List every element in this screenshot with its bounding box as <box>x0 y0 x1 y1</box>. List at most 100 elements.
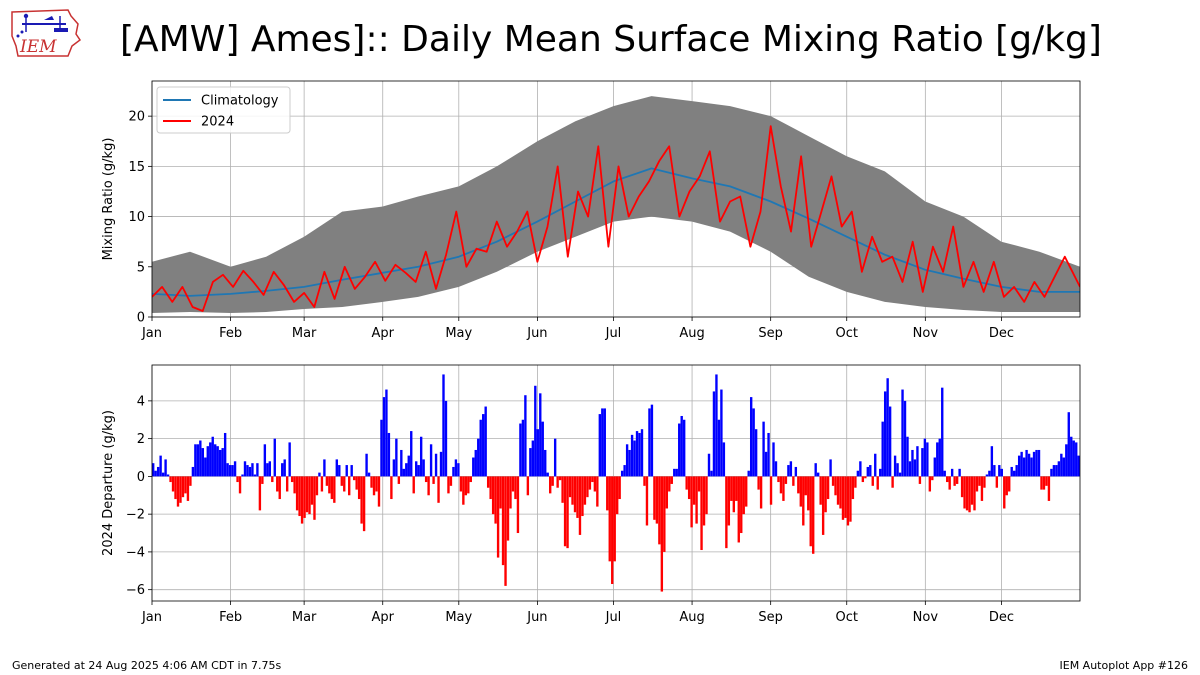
bar-positive <box>367 472 371 477</box>
bar-negative <box>826 476 830 500</box>
bottom-ytick-label: 4 <box>137 394 145 409</box>
bar-negative <box>184 476 187 494</box>
bar-negative <box>186 476 190 501</box>
top-ylabel: Mixing Ratio (g/kg) <box>101 138 116 261</box>
bar-negative <box>305 476 309 513</box>
bar-positive <box>717 419 721 477</box>
bar-positive <box>350 465 353 477</box>
bar-positive <box>196 444 200 477</box>
bar-negative <box>819 476 822 505</box>
bottom-ylabel: 2024 Departure (g/kg) <box>101 410 116 556</box>
bar-positive <box>789 461 793 477</box>
bar-positive <box>911 449 914 477</box>
bar-negative <box>963 476 966 509</box>
bar-negative <box>697 476 701 492</box>
bar-negative <box>613 476 616 562</box>
bar-negative <box>809 476 812 547</box>
bar-negative <box>504 476 507 586</box>
bar-positive <box>628 449 631 477</box>
bar-positive <box>794 466 798 477</box>
bar-positive <box>1060 453 1063 477</box>
bar-positive <box>673 468 676 477</box>
legend-entry: 2024 <box>201 115 234 130</box>
bottom-xtick-label: Nov <box>913 610 939 625</box>
bar-positive <box>787 465 790 477</box>
bar-positive <box>1020 451 1023 477</box>
bar-positive <box>874 453 877 477</box>
bottom-xtick-label: May <box>445 610 472 625</box>
bottom-xtick-label: Mar <box>292 610 317 625</box>
bar-positive <box>365 453 368 477</box>
bar-positive <box>1067 412 1070 477</box>
bar-positive <box>675 468 678 477</box>
bottom-xtick-label: Apr <box>371 610 394 625</box>
bar-negative <box>308 476 311 515</box>
bar-negative <box>169 476 172 483</box>
bar-positive <box>164 459 167 477</box>
bar-negative <box>330 476 334 500</box>
bar-negative <box>496 476 500 558</box>
bar-positive <box>253 474 257 477</box>
bar-positive <box>154 470 157 477</box>
bar-negative <box>591 476 594 483</box>
bar-negative <box>611 476 614 585</box>
bottom-ytick-label: 0 <box>137 470 145 485</box>
bar-negative <box>293 476 296 494</box>
bar-negative <box>695 476 698 524</box>
bar-positive <box>1032 451 1036 477</box>
bottom-xtick-label: Jan <box>141 610 162 625</box>
top-xtick-label: Aug <box>679 326 704 341</box>
bar-positive <box>241 474 244 477</box>
bottom-xtick-label: Dec <box>989 610 1014 625</box>
bar-negative <box>1042 476 1046 490</box>
bar-positive <box>1065 444 1068 477</box>
bar-positive <box>869 465 872 477</box>
bar-negative <box>397 476 401 484</box>
range-band <box>152 96 1080 313</box>
top-xtick-label: Mar <box>292 326 317 341</box>
bar-positive <box>1062 457 1066 477</box>
bar-positive <box>707 453 711 477</box>
bar-positive <box>152 463 155 477</box>
bar-positive <box>1050 468 1053 477</box>
bar-positive <box>263 444 267 477</box>
bar-positive <box>1027 453 1031 477</box>
bar-negative <box>300 476 304 524</box>
bar-positive <box>893 455 897 477</box>
bar-negative <box>581 476 584 517</box>
bar-positive <box>385 389 388 477</box>
bar-negative <box>176 476 180 507</box>
bar-negative <box>973 476 976 511</box>
bar-negative <box>586 476 589 498</box>
bar-negative <box>561 476 564 503</box>
bar-negative <box>348 476 351 496</box>
bar-negative <box>447 476 450 494</box>
bottom-plot-area <box>152 374 1080 592</box>
bottom-axes: Jan Feb Mar Apr May Jun Jul Aug Sep Oct Nov Dec −6 −4… <box>101 364 1081 625</box>
bar-negative <box>665 476 669 509</box>
bar-negative <box>732 476 735 513</box>
bar-negative <box>864 476 867 479</box>
climatology-line <box>152 167 1080 297</box>
bar-positive <box>625 444 629 477</box>
bottom-ytick-label: −6 <box>126 583 145 598</box>
bar-positive <box>1017 455 1021 477</box>
bar-positive <box>161 472 165 477</box>
bar-positive <box>638 432 641 477</box>
bar-negative <box>960 476 964 498</box>
bar-positive <box>620 470 624 477</box>
bar-negative <box>757 476 760 490</box>
top-xtick-label: Feb <box>219 326 242 341</box>
bottom-xtick-label: Jul <box>605 610 622 625</box>
bar-positive <box>206 446 209 477</box>
bar-negative <box>290 476 294 483</box>
bar-positive <box>926 442 929 477</box>
bar-negative <box>608 476 611 562</box>
bar-negative <box>821 476 825 535</box>
bar-positive <box>1013 470 1016 477</box>
bar-positive <box>603 408 606 477</box>
bar-positive <box>256 463 259 477</box>
bar-negative <box>687 476 691 500</box>
bar-positive <box>345 465 348 477</box>
